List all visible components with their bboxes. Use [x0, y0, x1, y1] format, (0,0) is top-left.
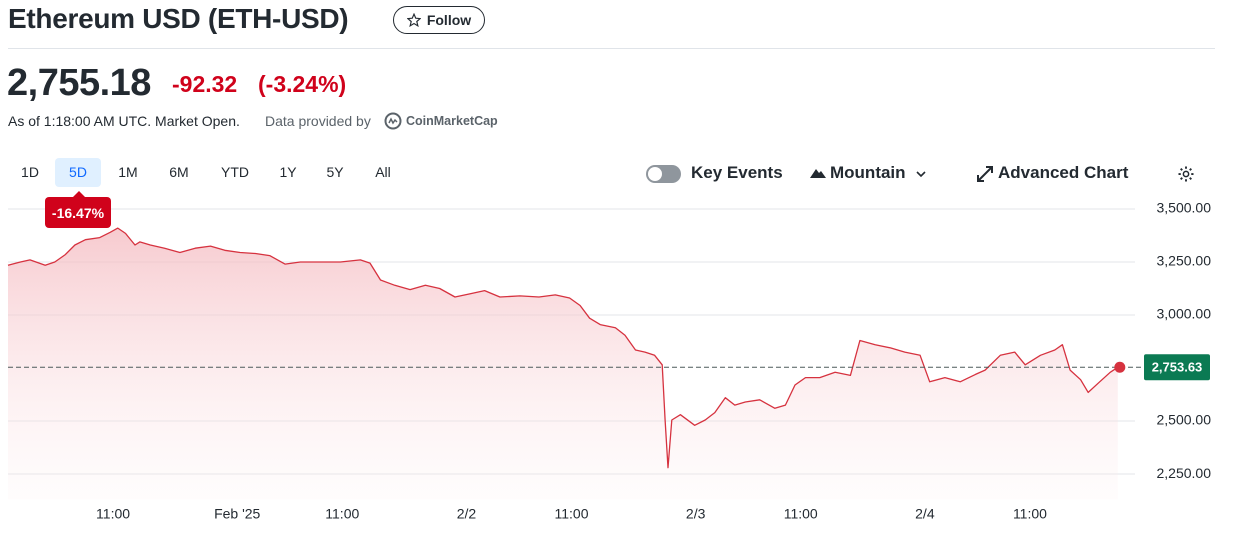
- range-button[interactable]: 5Y: [326, 164, 344, 180]
- price-change: -92.32: [172, 71, 238, 97]
- x-tick-label: 11:00: [784, 506, 818, 522]
- y-tick-label: 3,500.00: [1157, 200, 1212, 216]
- y-tick-label: 3,250.00: [1157, 253, 1212, 269]
- price-change-percent: (-3.24%): [258, 71, 347, 97]
- chart: 2,250.00 2,500.00 3,000.00 3,250.00 3,500.00…: [7, 200, 1212, 522]
- y-tick-label: 2,500.00: [1157, 412, 1212, 428]
- follow-button[interactable]: Follow: [393, 6, 485, 34]
- x-tick-label: 11:00: [325, 506, 359, 522]
- follow-label: Follow: [426, 12, 472, 28]
- x-tick-label: 11:00: [96, 506, 130, 522]
- range-button[interactable]: All: [375, 164, 391, 180]
- last-point: [1114, 361, 1126, 373]
- range-button[interactable]: 1Y: [279, 164, 297, 180]
- chart-type[interactable]: Mountain: [830, 163, 906, 182]
- range-button[interactable]: YTD: [221, 164, 249, 180]
- toggle-knob: [648, 167, 662, 181]
- x-tick-label: 2/4: [915, 506, 935, 522]
- x-tick-label: 2/3: [686, 506, 706, 522]
- provider-logo: [384, 112, 402, 130]
- range-button-selected[interactable]: 5D: [55, 158, 101, 187]
- range-button[interactable]: 1D: [21, 164, 39, 180]
- mountain-icon: [810, 169, 826, 178]
- x-tick-label: 11:00: [1013, 506, 1047, 522]
- key-events[interactable]: Key Events: [691, 163, 783, 182]
- as-of: As of 1:18:00 AM UTC. Market Open.: [8, 113, 240, 129]
- toggle[interactable]: [646, 165, 681, 183]
- price: 2,755.18: [7, 62, 151, 104]
- range-change-tooltip: -16.47%: [45, 191, 111, 228]
- x-tick-label: Feb '25: [214, 506, 260, 522]
- price-line: [7, 227, 1119, 469]
- range-button[interactable]: 6M: [169, 164, 189, 180]
- range-button[interactable]: 1M: [118, 164, 138, 180]
- provider: CoinMarketCap: [406, 114, 498, 128]
- x-tick-label: 2/2: [457, 506, 477, 522]
- x-tick-label: 11:00: [555, 506, 589, 522]
- y-tick-label: 3,000.00: [1157, 306, 1212, 322]
- divider: [8, 48, 1215, 49]
- expand-icon: [977, 166, 993, 182]
- settings-icon[interactable]: [1177, 165, 1195, 183]
- reference-tag: [1144, 354, 1210, 381]
- reference-label: 2,753.63: [1152, 360, 1203, 375]
- advanced-chart[interactable]: Advanced Chart: [998, 163, 1129, 182]
- page-title: Ethereum USD (ETH-USD): [8, 3, 349, 34]
- provider-prefix: Data provided by: [265, 113, 371, 129]
- star-icon: [406, 13, 421, 27]
- chevron: [916, 171, 926, 178]
- area: [8, 228, 1118, 500]
- y-tick-label: 2,250.00: [1157, 465, 1212, 481]
